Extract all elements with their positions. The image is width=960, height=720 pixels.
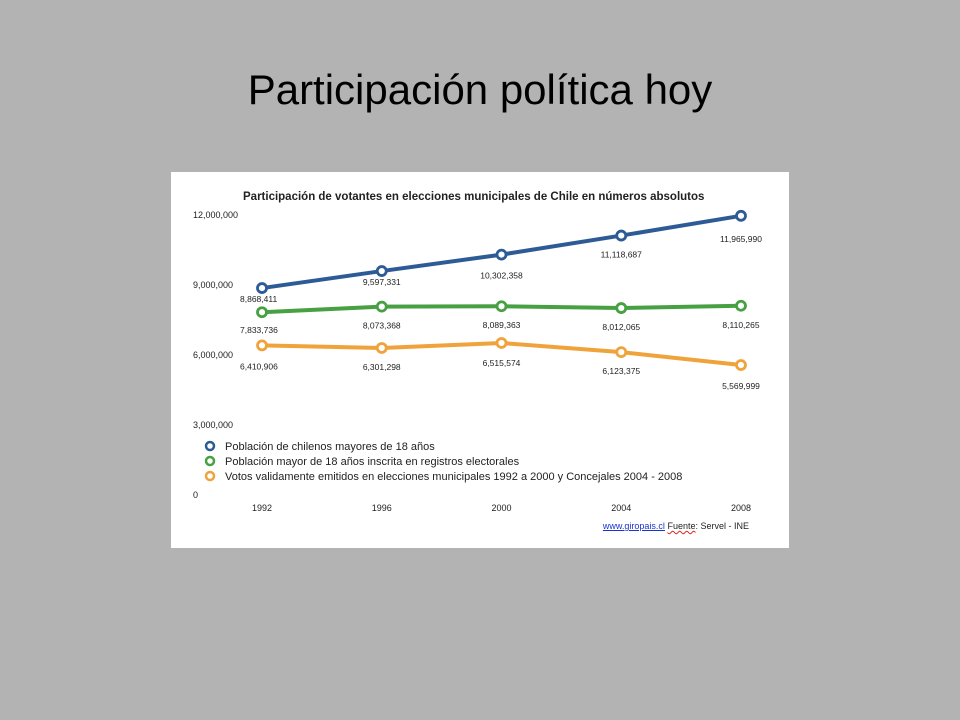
data-point [375,300,388,313]
y-tick-label: 12,000,000 [193,210,238,220]
data-point [375,342,388,354]
legend-marker [204,440,216,452]
source-link[interactable]: www.giropais.cl [602,521,665,531]
legend-label: Población de chilenos mayores de 18 años [225,441,435,453]
legend-label: Población mayor de 18 años inscrita en r… [225,456,520,468]
line-chart: Participación de votantes en elecciones … [193,191,762,513]
data-label: 7,833,736 [240,325,278,335]
data-label: 6,410,906 [240,361,278,371]
data-point [256,282,268,294]
data-label: 8,110,265 [722,320,759,330]
data-label: 10,302,358 [480,271,523,281]
y-tick-label: 0 [193,490,198,500]
data-point [495,248,508,261]
data-label: 6,301,298 [363,362,401,372]
chart-card: Participación de votantes en elecciones … [171,172,789,548]
x-tick-label: 2000 [491,503,511,513]
data-label: 8,868,411 [240,294,277,304]
data-label: 5,569,999 [722,381,760,391]
data-label: 6,123,375 [602,366,640,376]
data-point [735,209,747,222]
data-point [615,302,628,314]
data-point [375,265,388,277]
data-label: 11,965,990 [720,234,762,244]
data-point [256,339,268,352]
slide-title: Participación política hoy [247,66,713,113]
data-point [495,300,508,313]
data-label: 9,597,331 [363,277,401,287]
legend-label: Votos validamente emitidos en elecciones… [225,471,682,483]
x-tick-label: 2004 [611,503,631,513]
data-point [735,359,747,371]
data-label: 8,073,368 [363,321,401,331]
chart-footer: www.giropais.cl Fuente: Servel - INE [603,521,749,531]
data-label: 11,118,687 [601,250,643,260]
data-point [615,229,628,242]
data-point [256,306,268,319]
data-point [735,299,747,312]
data-point [495,337,508,349]
data-label: 8,089,363 [483,320,521,330]
x-tick-label: 1996 [372,503,392,513]
x-tick-label: 2008 [731,503,751,513]
y-tick-label: 3,000,000 [193,420,233,430]
legend-marker [204,470,216,482]
source-label: Fuente [667,521,696,531]
source-text: : Servel - INE [695,521,749,531]
chart-title: Participación de votantes en elecciones … [243,191,704,203]
y-tick-label: 6,000,000 [193,350,233,360]
data-point [615,346,628,359]
x-tick-label: 1992 [252,503,272,513]
data-label: 6,515,574 [483,358,521,368]
legend-marker [204,455,216,467]
data-label: 8,012,065 [602,322,640,332]
y-tick-label: 9,000,000 [193,280,233,290]
